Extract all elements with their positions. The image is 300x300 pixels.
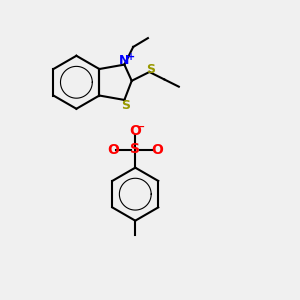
Text: S: S: [146, 62, 155, 76]
Text: S: S: [121, 99, 130, 112]
Text: O: O: [107, 143, 119, 157]
Text: +: +: [127, 52, 135, 62]
Text: N: N: [119, 54, 130, 67]
Text: S: S: [130, 142, 140, 155]
Text: −: −: [136, 122, 145, 132]
Text: O: O: [129, 124, 141, 138]
Text: O: O: [152, 143, 163, 157]
